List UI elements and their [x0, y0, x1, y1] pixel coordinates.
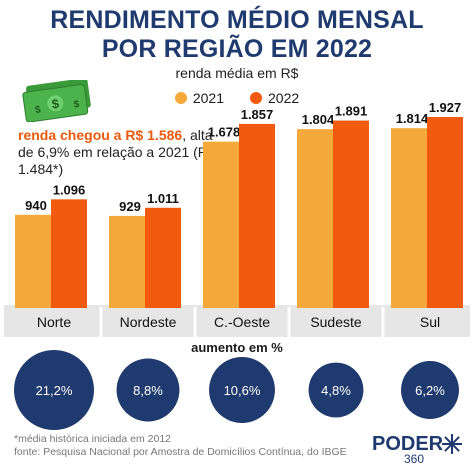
bar-2022-0 — [51, 199, 87, 308]
legend-item-2022: 2022 — [250, 90, 299, 106]
data-label-2022-0: 1.096 — [53, 182, 86, 197]
bar-2022-4 — [427, 116, 463, 309]
footer-note: *média histórica iniciada em 2012 — [14, 433, 172, 445]
svg-text:$: $ — [51, 96, 61, 112]
poder360-logo: PODER 360 — [372, 433, 462, 466]
legend-label-2021: 2021 — [192, 90, 224, 106]
title-line-1: RENDIMENTO MÉDIO MENSAL — [50, 6, 424, 34]
bar-2021-2 — [203, 141, 245, 308]
note-text: , alta de 6,9% em relação a 2021 (R$ 1.4… — [18, 127, 216, 177]
increase-circle-2 — [209, 357, 275, 423]
increase-value-3: 4,8% — [321, 383, 351, 398]
bar-2021-4 — [391, 128, 433, 308]
logo-number: 360 — [404, 452, 424, 466]
title-line-2: POR REGIÃO EM 2022 — [101, 35, 373, 63]
highlight-note: renda chegou a R$ 1.586, alta de 6,9% em… — [18, 127, 218, 178]
data-label-2022-3: 1.891 — [335, 104, 368, 119]
increase-value-0: 21,2% — [36, 383, 73, 398]
increase-circle-4 — [401, 361, 459, 419]
increase-value-2: 10,6% — [224, 383, 261, 398]
legend-label-2022: 2022 — [268, 90, 300, 106]
bar-2022-2 — [239, 123, 275, 308]
bar-2021-1 — [109, 215, 151, 308]
data-label-2021-2: 1.678 — [208, 125, 241, 140]
bar-2022-3 — [333, 120, 369, 309]
chart-subtitle: renda média em R$ — [175, 65, 299, 81]
category-label-4: Sul — [420, 314, 440, 330]
data-label-2021-3: 1.804 — [302, 112, 335, 127]
data-label-2021-0: 940 — [25, 198, 47, 213]
note-highlight: renda chegou a R$ 1.586 — [18, 127, 183, 143]
data-label-2022-4: 1.927 — [429, 100, 462, 115]
data-label-2022-2: 1.857 — [241, 107, 274, 122]
category-label-2: C.-Oeste — [214, 314, 270, 330]
category-label-0: Norte — [37, 314, 71, 330]
increase-label: aumento em % — [191, 340, 283, 355]
category-panel — [4, 305, 470, 337]
increase-value-4: 6,2% — [415, 383, 445, 398]
data-label-2021-1: 929 — [119, 199, 141, 214]
footer: *média histórica iniciada em 2012 fonte:… — [14, 433, 347, 459]
bar-2022-1 — [145, 207, 181, 308]
increase-circle-3 — [308, 362, 364, 418]
footer-source: fonte: Pesquisa Nacional por Amostra de … — [14, 446, 347, 458]
legend: 2021 2022 — [0, 90, 474, 106]
logo-burst-icon — [442, 434, 462, 454]
legend-swatch-2022 — [250, 92, 262, 104]
category-label-3: Sudeste — [310, 314, 362, 330]
bar-2021-3 — [297, 129, 339, 308]
money-icon: $ $ $ — [22, 80, 91, 122]
logo-name: PODER — [372, 433, 444, 455]
increase-circle-0 — [14, 350, 94, 430]
increase-value-1: 8,8% — [133, 383, 163, 398]
svg-text:$: $ — [73, 99, 80, 111]
bar-2021-0 — [15, 214, 57, 308]
data-label-2021-4: 1.814 — [396, 111, 429, 126]
category-label-1: Nordeste — [120, 314, 177, 330]
legend-item-2021: 2021 — [174, 90, 224, 106]
chart-title: RENDIMENTO MÉDIO MENSAL POR REGIÃO EM 20… — [0, 6, 474, 64]
increase-circle-1 — [116, 358, 180, 422]
data-label-2022-1: 1.011 — [147, 191, 179, 206]
legend-swatch-2021 — [174, 92, 187, 104]
svg-text:$: $ — [34, 104, 41, 116]
